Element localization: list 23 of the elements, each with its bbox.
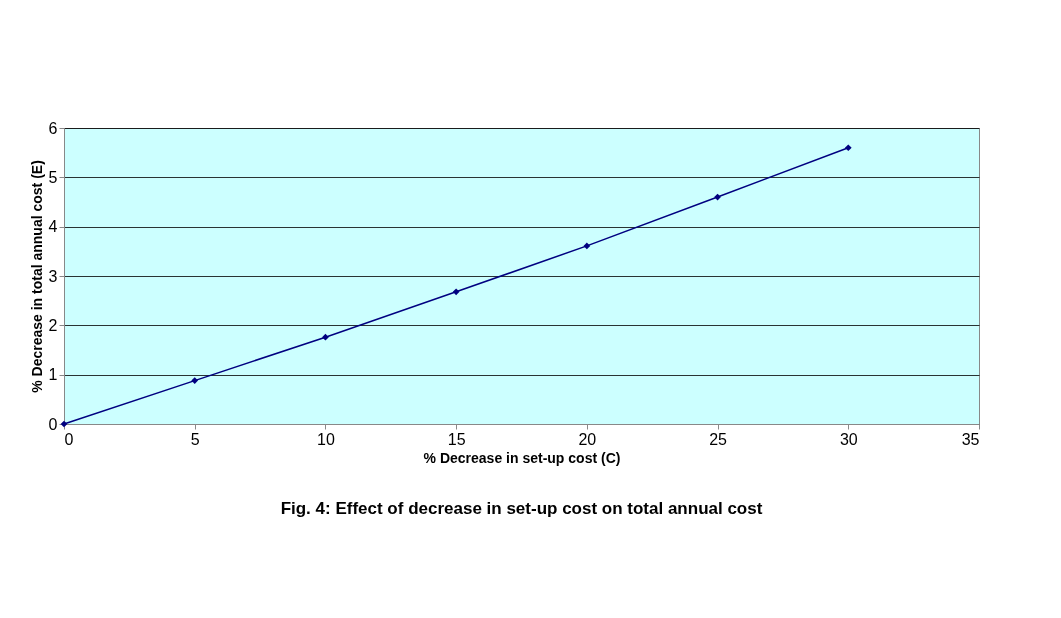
point [844,144,852,152]
y-tick-label: 1 [48,366,58,384]
x-tick-label: 15 [447,430,466,448]
y-tick-label: 0 [48,415,58,433]
point [191,377,199,384]
y-tick-label: 6 [48,119,58,137]
point [583,242,591,250]
y-tick-label: 5 [48,168,58,186]
y-axis-title: % Decrease in total annual cost (E) [28,160,45,393]
point [452,288,460,296]
text: Fig. 4: Effect of decrease in set-up cost on total annual cost [280,499,763,518]
point [322,333,329,341]
x-axis-title: % Decrease in set-up cost (C) [423,449,621,466]
x-tick-label: 25 [709,430,728,448]
x-tick-label: 0 [64,430,74,448]
x-tick-label: 35 [961,430,980,448]
y-tick-label: 4 [48,218,58,236]
y-tick-label: 3 [48,267,58,285]
x-tick-label: 10 [317,430,335,448]
x-tick-label: 20 [578,430,597,448]
y-tick-label: 2 [48,316,58,334]
x-tick-label: 5 [190,430,200,448]
x-tick-label: 30 [839,430,858,448]
